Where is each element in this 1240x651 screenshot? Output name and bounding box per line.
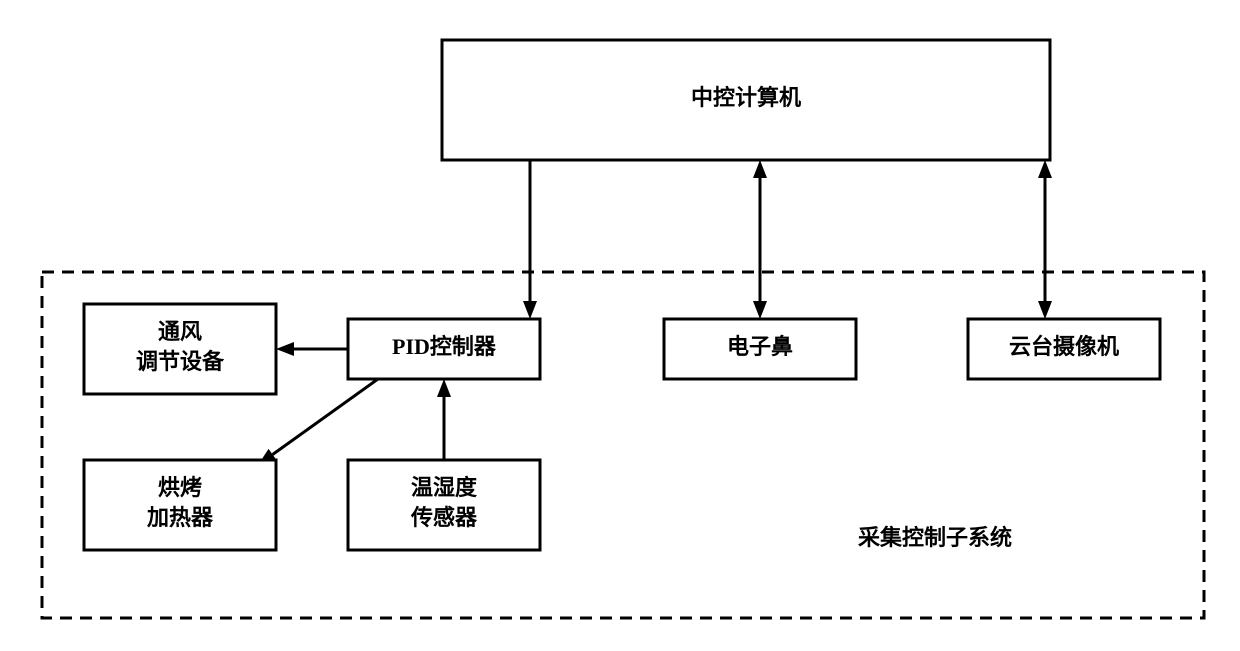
node-camera-label-0: 云台摄像机 [1009, 334, 1119, 359]
arrowhead-central-camera [1038, 301, 1052, 319]
node-enose-label-0: 电子鼻 [727, 334, 793, 359]
node-heater-label-1: 加热器 [146, 505, 214, 530]
node-thsensor-label-1: 传感器 [410, 505, 478, 530]
arrowhead-central-pid [523, 301, 537, 319]
node-thsensor-label-0: 温湿度 [411, 475, 478, 500]
arrowhead-pid-vent [276, 342, 294, 356]
subsystem-label: 采集控制子系统 [858, 525, 1012, 550]
arrowhead-thsensor-pid [437, 379, 451, 397]
node-heater-label-0: 烘烤 [158, 475, 202, 500]
arrowhead-camera-central [1038, 160, 1052, 178]
edge-pid-heater [273, 379, 378, 455]
node-pid-label-0: PID控制器 [392, 334, 497, 359]
node-vent-label-0: 通风 [158, 319, 202, 344]
system-diagram: 采集控制子系统 中控计算机 PID控制器 电子鼻 云台摄像机 通风调节设备烘烤加热器 温湿度… [0, 0, 1240, 651]
node-vent-label-1: 调节设备 [136, 349, 225, 374]
arrowhead-central-enose [753, 301, 767, 319]
node-central-label-0: 中控计算机 [691, 85, 801, 110]
arrowhead-enose-central [753, 160, 767, 178]
